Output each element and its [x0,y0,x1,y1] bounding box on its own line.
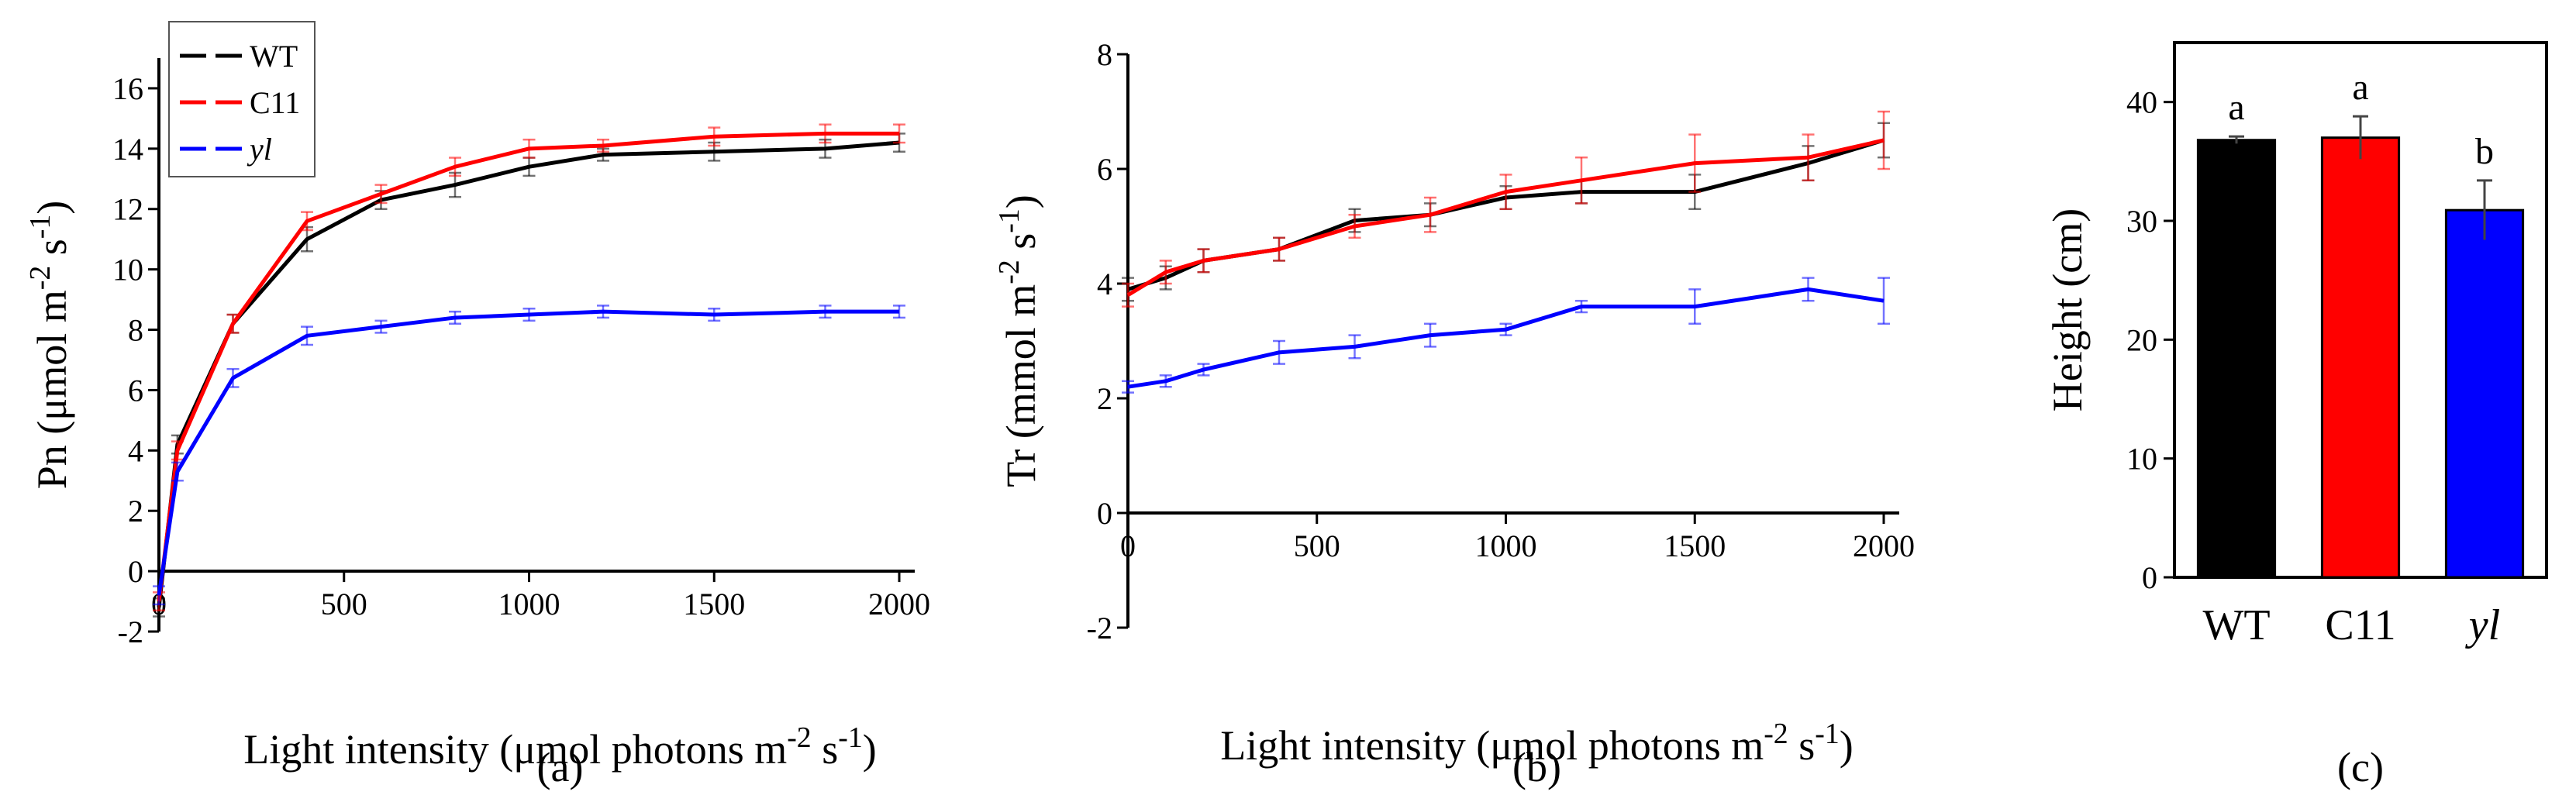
chart2-bar-yl [2444,208,2525,579]
chart0-series-c11-line [157,131,899,602]
chart2-category-label-c11: C11 [2325,601,2395,649]
chart0-panel-label: (a) [537,744,584,790]
chart0-ytick-label-5: 8 [128,313,143,348]
chart1-xtick-label-0: 0 [1120,528,1136,563]
chart2-ytick-label-3: 30 [2126,204,2157,239]
chart1-xtick-label-3: 1500 [1664,528,1726,563]
chart1-ytick-label-4: 6 [1097,152,1112,187]
chart0-ytick-label-2: 2 [128,494,143,528]
chart1-x-axis-title: Light intensity (μmol photons m-2 s-1) [1220,718,1853,769]
legend-label-yl: yl [247,132,272,167]
chart0-series-yl-line [157,309,899,596]
legend-label-wt: WT [250,39,298,74]
chart0-ytick-label-9: 16 [112,71,143,106]
chart2-bar-wt [2196,139,2277,579]
chart0-ytick-label-6: 10 [112,253,143,287]
chart0-ytick-label-1: 0 [128,554,143,589]
chart1-xtick-label-1: 500 [1294,528,1340,563]
chart0-series-wt-line [157,140,900,608]
chart2-ytick-label-1: 10 [2126,442,2157,477]
chart0-x-axis-title: Light intensity (μmol photons m-2 s-1) [243,721,876,773]
legend-label-c11: C11 [250,85,300,120]
chart2-ytick-label-2: 20 [2126,322,2157,357]
chart2-bar-yl-significance-letter: b [2475,131,2494,172]
chart1-ytick-label-1: 0 [1097,496,1112,531]
panel-b-tr-chart: -2 0 2 4 6 8 0 500 1000 1500 2000 Light intensity (… [993,37,1915,790]
chart1-ytick-label-5: 8 [1097,37,1112,72]
chart0-xtick-label-2: 1000 [498,587,560,621]
chart1-xtick-label-4: 2000 [1853,528,1915,563]
chart1-ytick-label-2: 2 [1097,381,1112,416]
chart0-ytick-label-3: 4 [128,433,143,468]
chart1-ytick-label-3: 4 [1097,267,1112,301]
chart2-y-axis-title: Height (cm) [2044,208,2091,411]
chart2-bar-c11 [2320,136,2401,579]
chart2-category-label-yl: yl [2465,601,2500,649]
chart0-y-axis-title: Pn (μmol m-2 s-1) [24,201,75,489]
chart0-xtick-label-3: 1500 [683,587,745,621]
chart0-ytick-label-4: 6 [128,373,143,408]
chart2-category-label-wt: WT [2202,601,2270,649]
chart2-bar-wt-significance-letter: a [2228,87,2244,128]
chart1-ytick-label-0: -2 [1087,611,1112,645]
chart2-bar-c11-significance-letter: a [2352,67,2368,108]
chart2-ytick-label-0: 0 [2142,560,2157,595]
chart0-xtick-label-1: 500 [321,587,367,621]
chart1-series-c11-line [1126,138,1885,297]
chart2-panel-label: (c) [2337,744,2384,790]
chart0-ytick-label-0: -2 [118,614,143,649]
chart0-ytick-label-7: 12 [112,192,143,227]
chart1-xtick-label-2: 1000 [1475,528,1537,563]
panel-a-pn-chart: -202468101214160500100015002000Light int… [24,21,930,790]
chart1-series-yl-line [1127,287,1885,389]
chart1-panel-label: (b) [1512,744,1561,790]
chart0-ytick-label-8: 14 [112,132,143,167]
chart1-y-axis-title: Tr (mmol m-2 s-1) [993,195,1044,487]
chart1-series-wt-line [1127,138,1885,291]
chart0-xtick-label-4: 2000 [868,587,930,621]
chart2-ytick-label-4: 40 [2126,85,2157,120]
legend-box [168,21,316,177]
panel-c-height-chart: 0 10 20 30 40 a WT a C11 b yl Height (cm) (c) [2044,41,2548,790]
